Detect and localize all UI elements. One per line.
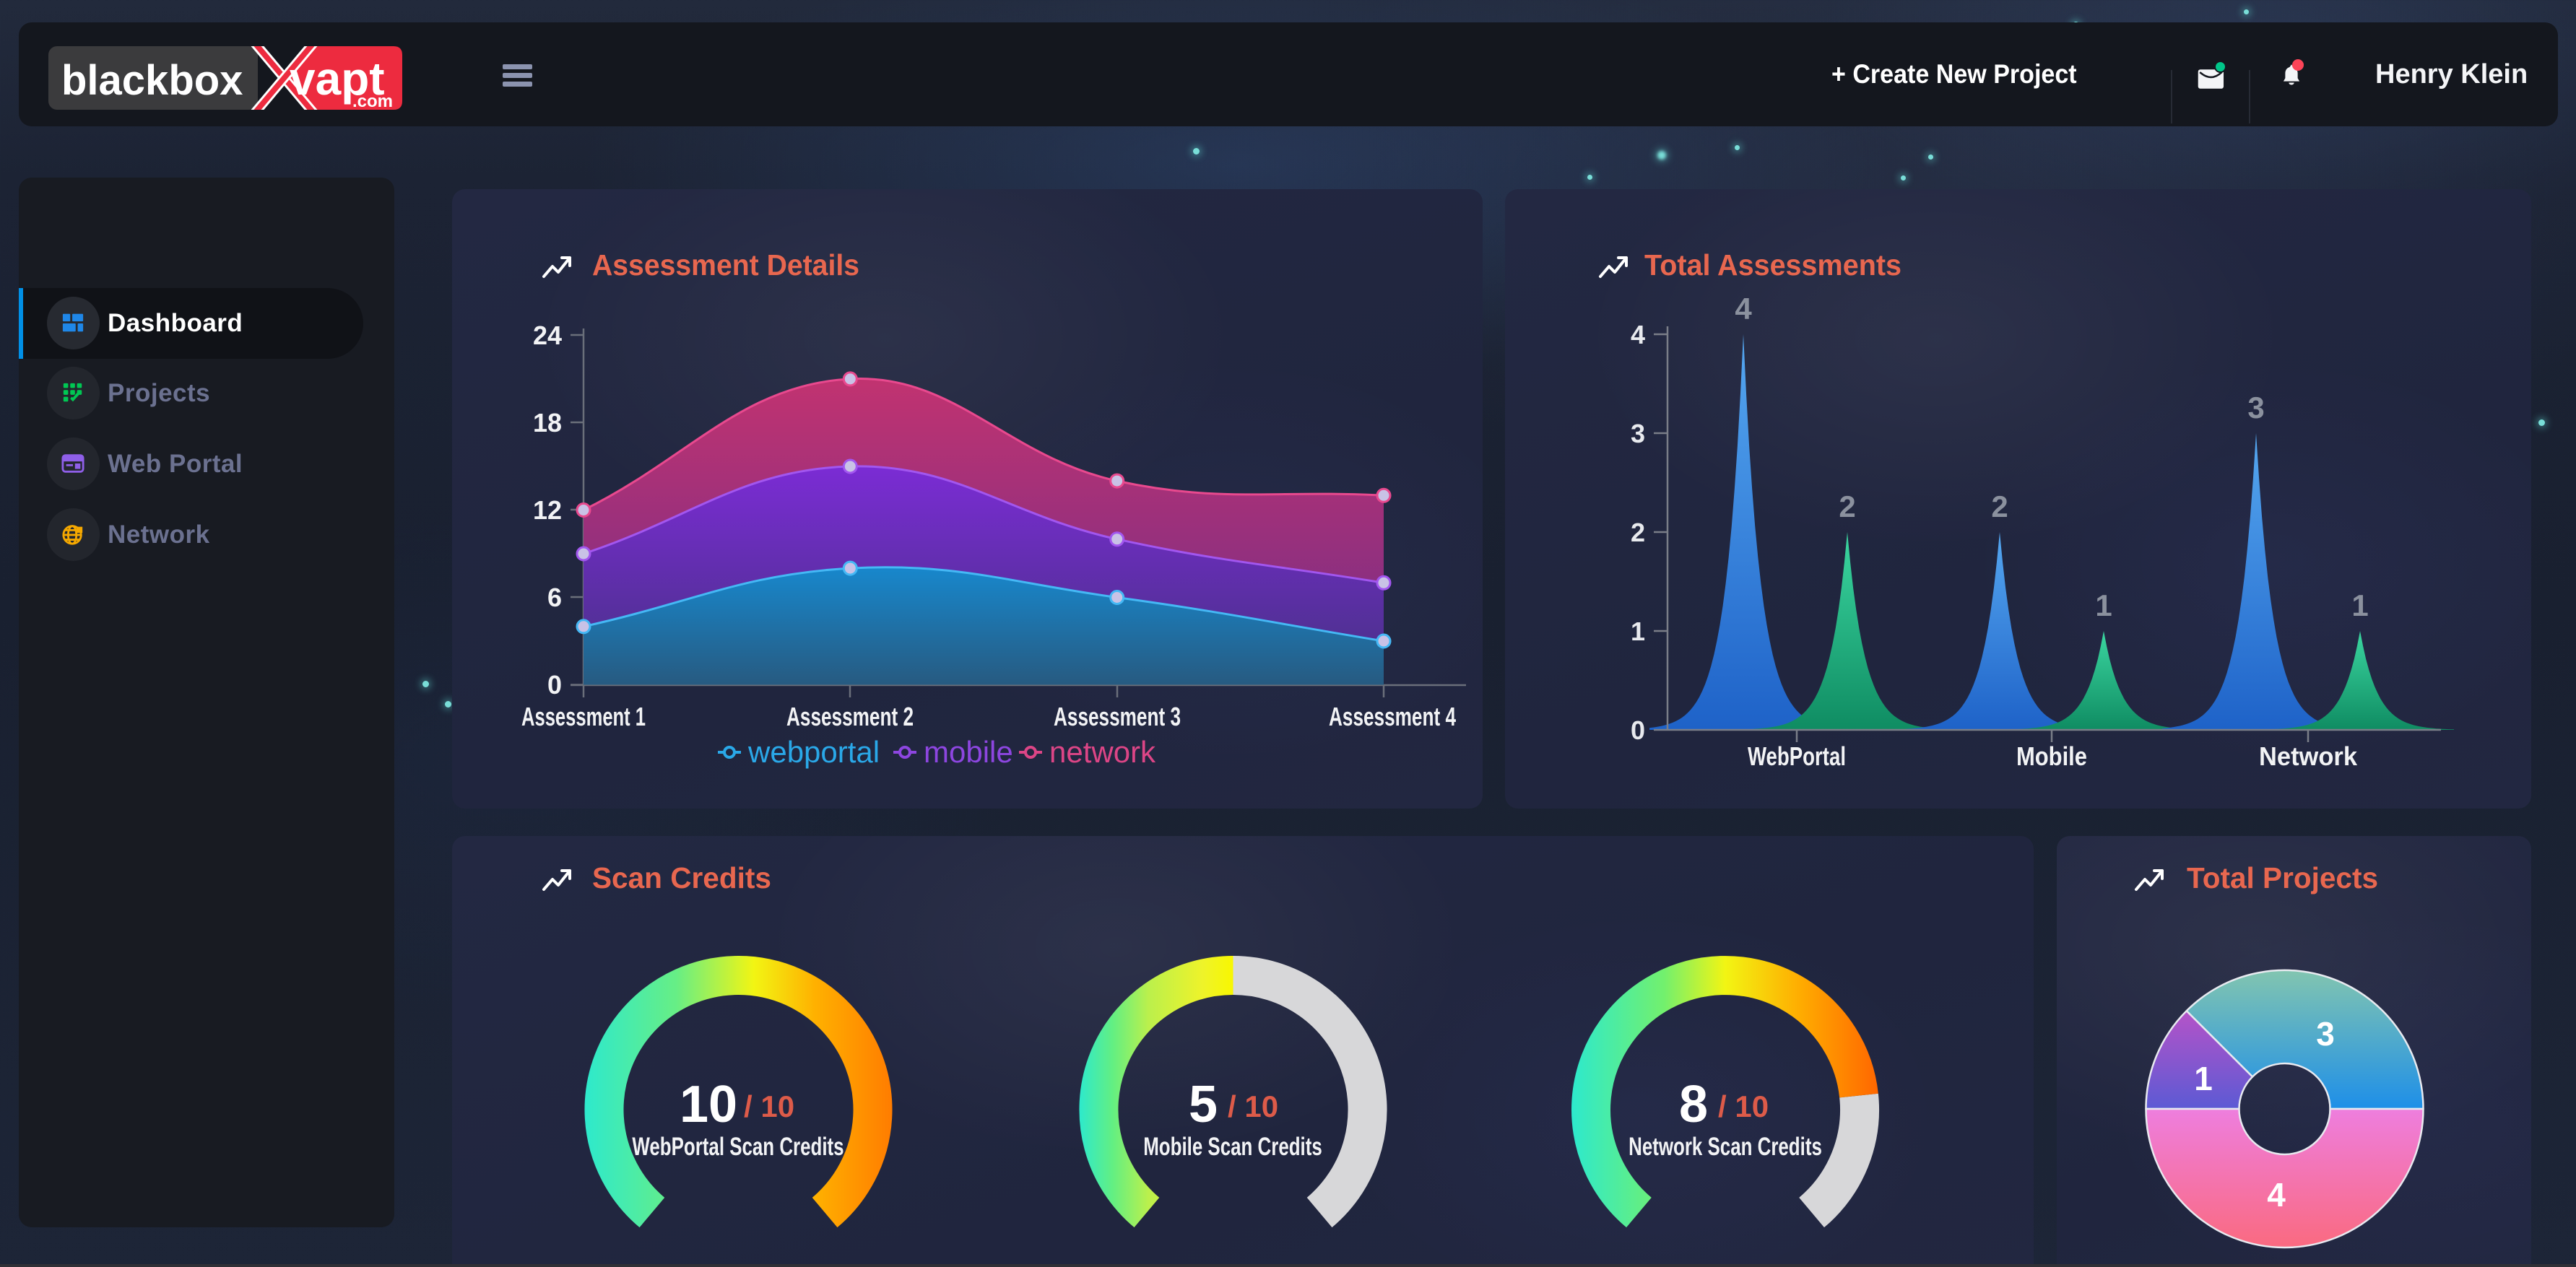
svg-text:webportal: webportal	[747, 735, 880, 769]
svg-text:12: 12	[533, 495, 562, 525]
svg-text:3: 3	[2247, 391, 2264, 424]
svg-text:4: 4	[2267, 1176, 2286, 1214]
svg-text:3: 3	[2316, 1015, 2335, 1053]
svg-text:Assessment 2: Assessment 2	[786, 702, 914, 731]
svg-text:.com: .com	[352, 92, 393, 110]
svg-text:blackbox: blackbox	[61, 57, 243, 104]
svg-text:Mobile: Mobile	[2016, 741, 2087, 771]
svg-text:1: 1	[1631, 617, 1645, 646]
svg-text:1: 1	[2351, 588, 2368, 622]
svg-text:6: 6	[547, 583, 562, 612]
svg-text:Assessment 3: Assessment 3	[1054, 702, 1181, 731]
svg-text:24: 24	[533, 321, 562, 350]
svg-text:Scan Credits: Scan Credits	[592, 861, 771, 894]
svg-text:2: 2	[1631, 518, 1645, 547]
svg-text:WebPortal: WebPortal	[1748, 741, 1846, 771]
svg-text:vapt: vapt	[290, 53, 385, 105]
svg-text:Assessment 1: Assessment 1	[521, 702, 646, 731]
svg-text:0: 0	[1631, 715, 1645, 745]
svg-text:2: 2	[1839, 489, 1855, 523]
svg-text:Assessment Details: Assessment Details	[592, 248, 859, 282]
svg-text:18: 18	[533, 408, 562, 437]
svg-text:Assessment 4: Assessment 4	[1329, 702, 1456, 731]
svg-text:1: 1	[2095, 588, 2112, 622]
svg-text:Total Assessments: Total Assessments	[1644, 248, 1901, 282]
svg-text:Total Projects: Total Projects	[2187, 861, 2378, 894]
svg-text:mobile: mobile	[924, 735, 1013, 769]
svg-text:2: 2	[1991, 489, 2008, 523]
svg-text:network: network	[1049, 735, 1156, 769]
svg-text:4: 4	[1631, 320, 1645, 349]
svg-text:1: 1	[2194, 1060, 2213, 1097]
svg-text:0: 0	[547, 670, 562, 700]
svg-text:3: 3	[1631, 419, 1645, 448]
svg-text:Network: Network	[2259, 741, 2358, 771]
svg-text:4: 4	[1735, 292, 1752, 326]
